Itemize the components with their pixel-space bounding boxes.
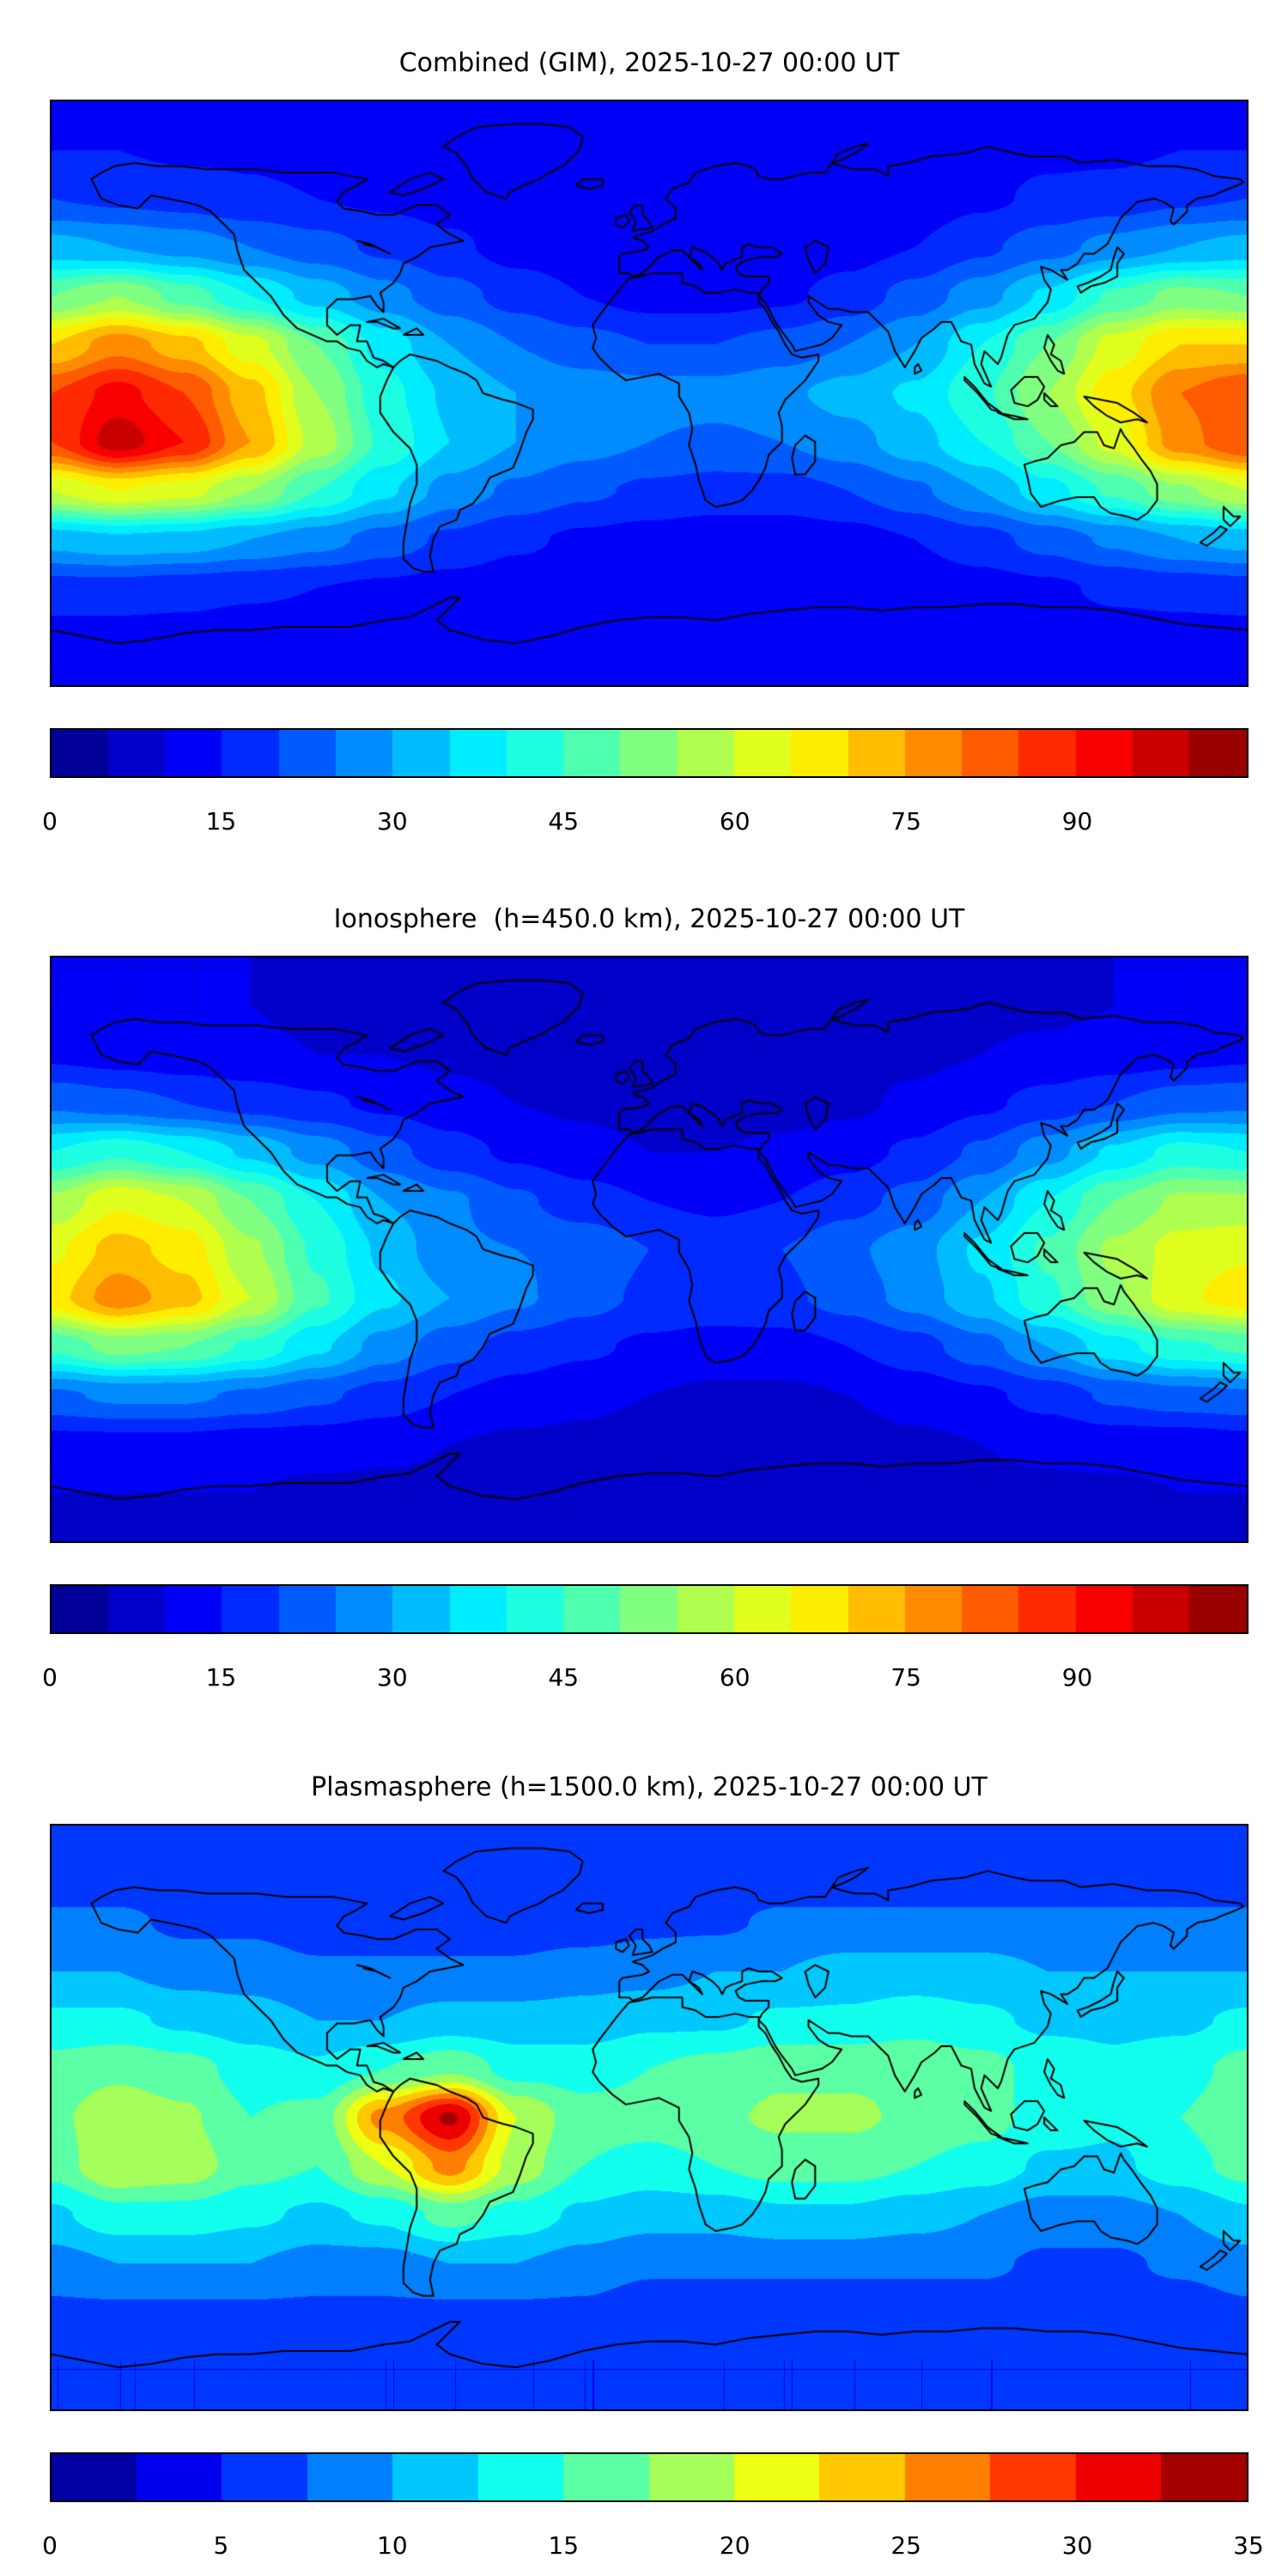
colorbar-tick-label: 25 (890, 2531, 921, 2560)
colorbar-tick-label: 20 (719, 2531, 750, 2560)
colorbar-canvas-plasmasphere (52, 2454, 1247, 2500)
colorbar-tick-label: 15 (205, 807, 237, 835)
map-title-combined: Combined (GIM), 2025-10-27 00:00 UT (398, 48, 900, 78)
colorbar-tick-label: 30 (377, 1663, 408, 1692)
colorbar-canvas-ionosphere (52, 1586, 1247, 1632)
colorbar-plasmasphere (50, 2452, 1249, 2502)
colorbar-tick-label: 75 (890, 807, 921, 835)
colorbar-tick-label: 35 (1233, 2531, 1264, 2560)
map-canvas-combined (52, 101, 1247, 685)
colorbar-tick-label: 0 (42, 2531, 58, 2560)
panel-ionosphere: Ionosphere (h=450.0 km), 2025-10-27 00:0… (0, 840, 1288, 1696)
colorbar-labels-combined: 0 15 30 45 60 75 90 (42, 807, 1249, 840)
panel-plasmasphere: Plasmasphere (h=1500.0 km), 2025-10-27 0… (0, 1696, 1288, 2564)
colorbar-ionosphere (50, 1584, 1249, 1634)
colorbar-tick-label: 90 (1061, 807, 1093, 835)
map-combined (50, 100, 1249, 687)
map-title-plasmasphere: Plasmasphere (h=1500.0 km), 2025-10-27 0… (311, 1772, 987, 1802)
colorbar-tick-label: 30 (1061, 2531, 1093, 2560)
colorbar-combined (50, 728, 1249, 778)
map-ionosphere (50, 956, 1249, 1543)
colorbar-tick-label: 10 (377, 2531, 408, 2560)
colorbar-tick-label: 90 (1061, 1663, 1093, 1692)
colorbar-tick-label: 45 (548, 807, 580, 835)
panel-combined-gim: Combined (GIM), 2025-10-27 00:00 UT 0 15 3… (0, 0, 1288, 840)
colorbar-tick-label: 75 (890, 1663, 921, 1692)
colorbar-tick-label: 45 (548, 1663, 580, 1692)
colorbar-tick-label: 0 (42, 807, 58, 835)
colorbar-canvas-combined (52, 730, 1247, 776)
map-canvas-plasmasphere (52, 1826, 1247, 2409)
colorbar-tick-label: 0 (42, 1663, 58, 1692)
colorbar-tick-label: 60 (719, 807, 750, 835)
map-title-ionosphere: Ionosphere (h=450.0 km), 2025-10-27 00:0… (333, 904, 965, 934)
colorbar-labels-plasmasphere: 0 5 10 15 20 25 30 35 (42, 2531, 1264, 2564)
map-plasmasphere (50, 1824, 1249, 2411)
colorbar-labels-ionosphere: 0 15 30 45 60 75 90 (42, 1663, 1249, 1696)
colorbar-tick-label: 15 (548, 2531, 580, 2560)
colorbar-tick-label: 30 (377, 807, 408, 835)
map-canvas-ionosphere (52, 957, 1247, 1541)
colorbar-tick-label: 15 (205, 1663, 237, 1692)
colorbar-tick-label: 5 (213, 2531, 229, 2560)
colorbar-tick-label: 60 (719, 1663, 750, 1692)
